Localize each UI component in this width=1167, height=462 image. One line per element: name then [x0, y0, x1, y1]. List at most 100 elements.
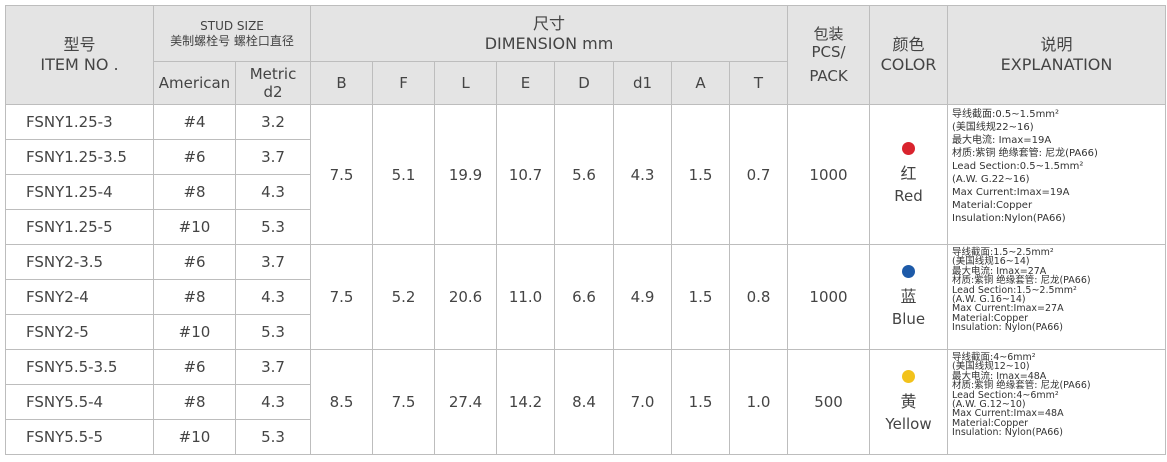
- color-dot-icon: [902, 369, 916, 383]
- color-name-cn: 黄: [900, 391, 917, 411]
- explanation-line: 导线截面:4~6mm²: [952, 352, 1036, 363]
- american-size-cell: #6: [153, 139, 236, 175]
- explanation-line: 最大电流: Imax=48A: [952, 370, 1047, 382]
- dimension-cell-t: 0.8: [729, 244, 789, 350]
- metric-size-cell: 5.3: [234, 209, 312, 245]
- explanation-line: 最大电流: Imax=27A: [952, 265, 1047, 277]
- explanation-cell: 导线截面:1.5~2.5mm² (美国线规16~14) 最大电流: Imax=27A…: [947, 244, 1167, 350]
- product-spec-table: 型号 ITEM NO . STUD SIZE 美制螺栓号 螺栓口直径 尺寸 DI…: [5, 5, 1167, 455]
- dimension-cell-f: 5.2: [372, 244, 436, 350]
- dimension-cell-d1: 7.0: [613, 349, 673, 455]
- pack-header-pack: PACK: [809, 67, 848, 85]
- metric-size-cell: 3.7: [234, 349, 312, 385]
- table-body: FSNY1.25-3 #4 3.2 7.5 5.1 19.9 10.7 5.6 4.3 1.5 0.…: [5, 104, 1167, 455]
- american-header: American: [153, 61, 236, 105]
- dimension-cell-l: 20.6: [434, 244, 498, 350]
- american-size-cell: #6: [153, 244, 236, 280]
- explanation-line: (美国线规16~14): [952, 256, 1030, 268]
- dimension-cell-d: 8.4: [554, 349, 615, 455]
- explanation-header-en: EXPLANATION: [1000, 55, 1113, 74]
- color-name-en: Red: [894, 187, 923, 205]
- color-dot-icon: [902, 264, 916, 278]
- item-no-cell: FSNY2-3.5: [5, 244, 154, 280]
- dimension-cell-b: 8.5: [310, 349, 374, 455]
- dimension-cell-l: 27.4: [434, 349, 498, 455]
- metric-size-cell: 4.3: [234, 174, 312, 210]
- american-size-cell: #10: [153, 314, 236, 350]
- color-header: 颜色 COLOR: [869, 5, 949, 105]
- american-size-cell: #10: [153, 419, 236, 455]
- dimension-col-header-t: T: [729, 61, 789, 105]
- table-row: FSNY5.5-3.5 #6 3.7 8.5 7.5 27.4 14.2 8.4 7.0 1.5 1…: [5, 349, 1167, 455]
- dimension-header-cn: 尺寸: [533, 13, 566, 33]
- explanation-line: Lead Section:4~6mm²: [952, 389, 1059, 401]
- explanation-line: (美国线规22~16): [952, 122, 1034, 133]
- metric-size-cell: 4.3: [234, 279, 312, 315]
- dimension-col-header-d1: d1: [613, 61, 673, 105]
- metric-size-cell: 3.2: [234, 104, 312, 140]
- color-name-cn: 红: [900, 164, 917, 183]
- dimension-cell-d1: 4.3: [613, 104, 673, 245]
- pack-cell: 1000: [787, 104, 871, 245]
- dimension-cell-b: 7.5: [310, 244, 374, 350]
- explanation-line: 材质:紫铜 绝缘套管: 尼龙(PA66): [952, 148, 1098, 159]
- dimension-header: 尺寸 DIMENSION mm: [310, 5, 789, 62]
- color-cell: 黄 Yellow: [869, 349, 949, 455]
- dimension-cell-e: 14.2: [496, 349, 556, 455]
- dimension-col-header-e: E: [496, 61, 556, 105]
- item-no-cell: FSNY5.5-5: [5, 419, 154, 455]
- table-row: FSNY1.25-5 #10 5.3: [5, 209, 1166, 245]
- table-row: FSNY2-4 #8 4.3: [5, 279, 1166, 315]
- dimension-col-header-d: D: [554, 61, 615, 105]
- dimension-cell-a: 1.5: [671, 104, 731, 245]
- explanation-line: Max Current:Imax=48A: [952, 408, 1064, 420]
- american-size-cell: #8: [153, 279, 236, 315]
- explanation-line: Material:Copper: [952, 200, 1033, 211]
- item-no-cell: FSNY1.25-4: [5, 174, 154, 210]
- color-dot-icon: [902, 142, 916, 155]
- item-no-cell: FSNY1.25-5: [5, 209, 154, 245]
- table-row: FSNY5.5-4 #8 4.3: [5, 384, 1166, 420]
- dimension-cell-d: 5.6: [554, 104, 615, 245]
- stud-size-subtitle: 美制螺栓号 螺栓口直径: [170, 33, 294, 48]
- item-no-cell: FSNY1.25-3.5: [5, 139, 154, 175]
- dimension-cell-e: 11.0: [496, 244, 556, 350]
- dimension-col-header-b: B: [310, 61, 374, 105]
- dimension-header-en: DIMENSION mm: [484, 33, 614, 53]
- color-header-en: COLOR: [880, 55, 937, 74]
- table-row: FSNY5.5-5 #10 5.3: [5, 419, 1166, 455]
- metric-size-cell: 3.7: [234, 139, 312, 175]
- color-name-en: Yellow: [885, 414, 932, 433]
- table-row: FSNY2-3.5 #6 3.7 7.5 5.2 20.6 11.0 6.6 4.9 1.5 0.8…: [5, 244, 1167, 350]
- table-row: FSNY1.25-3 #4 3.2 7.5 5.1 19.9 10.7 5.6 4.3 1.5 0.…: [5, 104, 1167, 245]
- dimension-cell-t: 1.0: [729, 349, 789, 455]
- american-size-cell: #4: [153, 104, 236, 140]
- dimension-cell-d: 6.6: [554, 244, 615, 350]
- explanation-line: (A.W. G.22~16): [952, 174, 1030, 185]
- american-size-cell: #8: [153, 174, 236, 210]
- pack-cell: 1000: [787, 244, 871, 350]
- dimension-cell-b: 7.5: [310, 104, 374, 245]
- dimension-col-header-f: F: [372, 61, 436, 105]
- explanation-line: Insulation: Nylon(PA66): [952, 427, 1064, 439]
- dimension-cell-f: 7.5: [372, 349, 436, 455]
- american-size-cell: #8: [153, 384, 236, 420]
- metric-header-line2: d2: [263, 83, 283, 101]
- item-no-cell: FSNY2-4: [5, 279, 154, 315]
- explanation-line: Lead Section:1.5~2.5mm²: [952, 284, 1077, 296]
- explanation-line: Max Current:Imax=27A: [952, 303, 1064, 315]
- dimension-cell-a: 1.5: [671, 349, 731, 455]
- color-name-en: Blue: [891, 309, 926, 328]
- metric-size-cell: 4.3: [234, 384, 312, 420]
- explanation-line: 导线截面:0.5~1.5mm²: [952, 109, 1060, 120]
- dimension-cell-t: 0.7: [729, 104, 789, 245]
- explanation-line: Material:Copper: [952, 312, 1029, 324]
- explanation-line: Insulation: Nylon(PA66): [952, 322, 1064, 334]
- dimension-cell-e: 10.7: [496, 104, 556, 245]
- metric-header: Metric d2: [234, 61, 312, 105]
- color-header-cn: 颜色: [892, 35, 925, 54]
- stud-size-header: STUD SIZE 美制螺栓号 螺栓口直径: [152, 5, 312, 62]
- metric-size-cell: 5.3: [234, 419, 312, 455]
- pack-header-pcs: PCS/: [811, 43, 846, 61]
- stud-size-title: STUD SIZE: [200, 18, 264, 33]
